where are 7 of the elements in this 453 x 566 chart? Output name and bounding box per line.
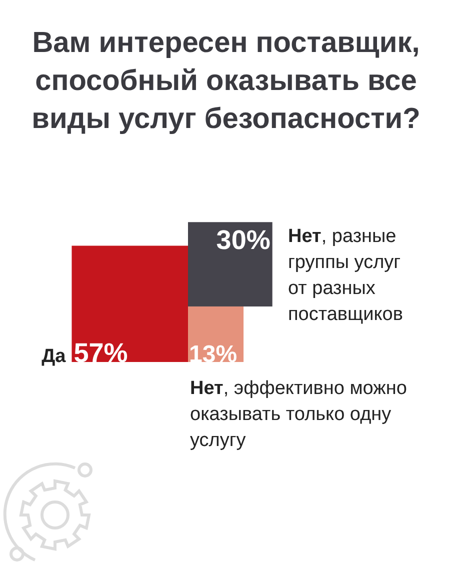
category-label: Нет, эффективно можно оказывать только одну услугу bbox=[190, 378, 407, 451]
category-label: Нет, разные группы услуг от разных поставщиков bbox=[288, 226, 403, 325]
data-label: 30% bbox=[216, 225, 270, 256]
data-label: 13% bbox=[189, 341, 238, 368]
category-label: Да bbox=[42, 346, 66, 367]
data-label: 57% bbox=[74, 338, 128, 368]
text: Вам интересен поставщик, способный оказывать все виды услуг безопасности? bbox=[32, 27, 420, 135]
